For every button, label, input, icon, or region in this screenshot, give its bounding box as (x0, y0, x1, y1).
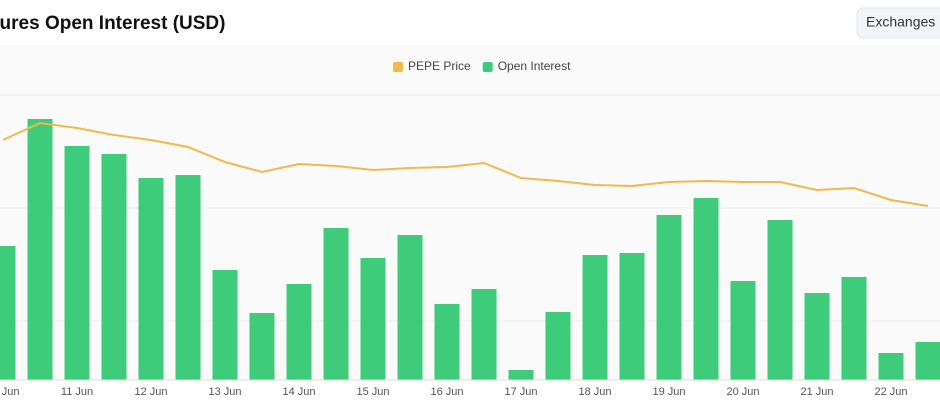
bar (693, 198, 719, 380)
bar (434, 304, 460, 380)
bar (841, 277, 867, 380)
page-title: Futures Open Interest (USD) (0, 13, 225, 34)
bar (730, 281, 756, 380)
bar (767, 220, 793, 380)
bar (915, 342, 940, 380)
x-tick-label: 17 Jun (504, 386, 537, 398)
x-tick-label: 11 Jun (61, 386, 93, 398)
x-tick-label: 10 Jun (0, 386, 20, 398)
legend: PEPE Price Open Interest (393, 59, 571, 73)
x-tick-label: 14 Jun (282, 386, 315, 398)
x-tick-label: 19 Jun (652, 386, 685, 398)
exchanges-label[interactable]: Exchanges (866, 14, 935, 30)
legend-label: PEPE Price (408, 59, 471, 73)
bar (471, 289, 497, 380)
bar (212, 270, 238, 380)
legend-swatch (393, 62, 403, 72)
exchanges-button[interactable] (856, 7, 940, 39)
x-tick-label: 21 Jun (800, 386, 833, 398)
x-tick-label: 15 Jun (356, 386, 389, 398)
bar (27, 119, 53, 380)
x-tick-label: 13 Jun (208, 386, 241, 398)
bar (878, 353, 904, 380)
bar (175, 175, 201, 380)
legend-label: Open Interest (498, 59, 571, 73)
bar (619, 253, 645, 380)
bar (323, 228, 349, 380)
bar (64, 146, 90, 380)
x-tick-label: 20 Jun (726, 386, 759, 398)
bar (286, 284, 312, 380)
bar (508, 370, 534, 380)
x-tick-label: 22 Jun (874, 386, 907, 398)
bar (545, 312, 571, 380)
bar (101, 154, 127, 380)
bar (0, 246, 16, 380)
x-tick-label: 16 Jun (430, 386, 463, 398)
bar (804, 293, 830, 380)
bar (397, 235, 423, 380)
price-line (2, 121, 929, 207)
bar (582, 255, 608, 380)
legend-swatch (482, 62, 493, 72)
x-tick-label: 12 Jun (134, 386, 167, 398)
x-tick-label: 18 Jun (578, 386, 611, 398)
bar (360, 258, 386, 380)
bar (656, 215, 682, 380)
bar (249, 313, 275, 380)
bar (138, 178, 164, 380)
